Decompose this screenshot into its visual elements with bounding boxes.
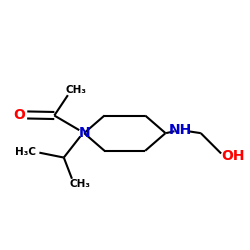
Text: CH₃: CH₃ [70, 179, 90, 189]
Text: OH: OH [221, 149, 244, 163]
Text: H₃C: H₃C [15, 147, 36, 157]
Text: O: O [13, 108, 25, 122]
Text: NH: NH [169, 123, 192, 137]
Text: CH₃: CH₃ [66, 85, 86, 95]
Text: N: N [78, 126, 90, 140]
